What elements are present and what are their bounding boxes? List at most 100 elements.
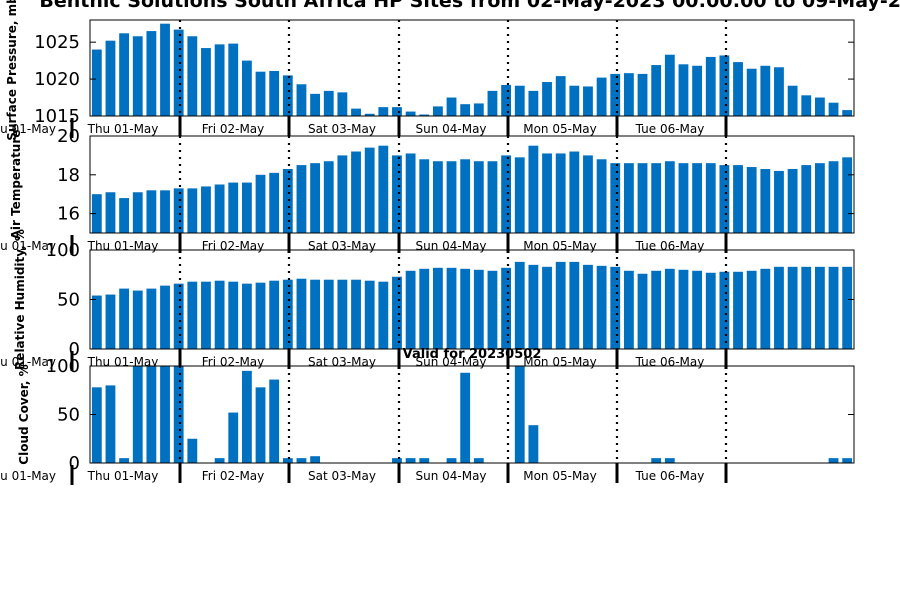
bar (432, 267, 443, 349)
bar (214, 44, 225, 117)
x-tick-label: Sat 03-May (308, 469, 376, 483)
bar (351, 279, 361, 349)
bar (310, 279, 321, 349)
bar (692, 270, 703, 349)
bar (187, 281, 198, 349)
bar (419, 159, 430, 233)
plot-frame (89, 135, 855, 234)
bar (487, 161, 498, 233)
bar (241, 60, 252, 116)
bar (569, 85, 580, 116)
bar (187, 36, 198, 116)
bar (296, 84, 307, 116)
bar (105, 294, 116, 349)
bar (583, 155, 593, 233)
bar (323, 279, 334, 349)
y-tick-label: 50 (57, 405, 80, 426)
bar (446, 458, 457, 463)
bar (814, 97, 825, 116)
bar (269, 70, 280, 116)
bar (555, 76, 566, 116)
bar (542, 82, 552, 116)
x-tick-label: Sun 04-May (415, 122, 486, 136)
bar (801, 95, 812, 116)
bar (228, 43, 239, 116)
bar (842, 458, 853, 463)
x-tick-label: Sun 04-May (415, 469, 486, 483)
bar (787, 168, 798, 233)
bar (705, 56, 716, 116)
bar (501, 267, 512, 349)
bar (392, 155, 402, 233)
bar (569, 151, 580, 233)
plot-frame (89, 365, 855, 464)
bar (746, 68, 757, 116)
bar (596, 159, 607, 233)
x-tick-label: u 01-May (0, 469, 56, 483)
panel-1: 1015 1020 1025 Thu 01-May Fri 02-May Sat 03-M… (0, 0, 855, 141)
bar (692, 65, 703, 116)
bar (241, 283, 252, 349)
bar (705, 163, 716, 233)
bar (91, 387, 102, 463)
x-tick-label: Fri 02-May (202, 239, 265, 253)
bar (501, 155, 512, 233)
bar (801, 266, 812, 349)
x-tick-label: Tue 06-May (635, 355, 705, 369)
bar (637, 163, 648, 233)
bar (187, 188, 198, 233)
bar (623, 270, 634, 349)
bar (719, 55, 730, 116)
bar (201, 48, 211, 117)
x-tick-label: Mon 05-May (523, 469, 597, 483)
bar (610, 163, 621, 233)
bar (678, 163, 689, 233)
bar (528, 90, 539, 116)
x-tick-label: Sat 03-May (308, 355, 376, 369)
y-axis-label: Relative Humidity, % (13, 229, 27, 370)
bar (623, 163, 634, 233)
bar (733, 165, 743, 233)
bar (228, 281, 239, 349)
bar (705, 272, 716, 349)
y-tick-label: 100 (46, 356, 80, 377)
bar (132, 36, 143, 116)
bar (378, 145, 389, 233)
y-axis-label: Air Temperature (9, 130, 23, 240)
bar (419, 458, 430, 463)
bar (651, 163, 662, 233)
x-tick-label: u 01-May (0, 239, 56, 253)
bar (664, 458, 675, 463)
bar (801, 165, 812, 233)
bar (528, 145, 539, 233)
bar (787, 266, 798, 349)
bar (173, 366, 184, 463)
bar (419, 114, 430, 116)
y-axis-label: Surface Pressure, mb (5, 0, 19, 141)
bar (473, 458, 484, 463)
bar (733, 62, 743, 116)
x-tick-label: Fri 02-May (202, 122, 265, 136)
valid-date-label: Valid for 20230502 (403, 347, 542, 362)
bar (255, 71, 266, 116)
y-tick-label: 1015 (34, 106, 80, 127)
bar (637, 273, 648, 349)
bar (774, 266, 784, 349)
bar (733, 271, 743, 349)
bar (119, 198, 130, 233)
bar (160, 190, 170, 233)
bar (119, 288, 130, 349)
bar (255, 174, 266, 233)
bar (651, 270, 662, 349)
bar (378, 281, 389, 349)
x-tick-label: Tue 06-May (635, 469, 705, 483)
bar (719, 165, 730, 233)
bar (214, 184, 225, 233)
y-tick-label: 16 (57, 204, 80, 225)
bar (828, 458, 839, 463)
bar (828, 102, 839, 116)
bar (583, 86, 593, 116)
panel-2: 16 18 20 Thu 01-May Fri 02-May Sat 03-May Sun … (0, 126, 855, 255)
bar (323, 90, 334, 116)
bar (514, 85, 525, 116)
